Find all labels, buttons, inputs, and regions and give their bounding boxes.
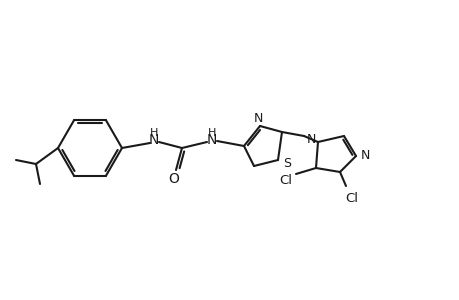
Text: H: H	[150, 128, 158, 138]
Text: N: N	[306, 133, 315, 146]
Text: S: S	[282, 157, 291, 169]
Text: N: N	[149, 133, 159, 147]
Text: Cl: Cl	[279, 173, 292, 187]
Text: N: N	[359, 148, 369, 161]
Text: N: N	[207, 133, 217, 147]
Text: O: O	[168, 172, 179, 186]
Text: H: H	[207, 128, 216, 138]
Text: Cl: Cl	[345, 191, 358, 205]
Text: N: N	[253, 112, 262, 124]
